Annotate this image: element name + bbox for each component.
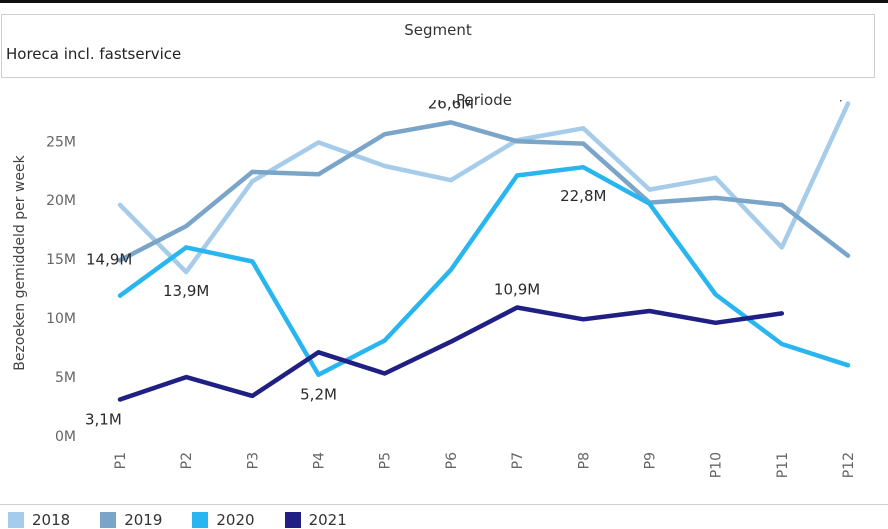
data-label: 28,2M <box>820 100 866 104</box>
legend-item-2018[interactable]: 2018 <box>8 511 70 529</box>
y-tick-label: 20M <box>46 193 76 209</box>
legend-item-2019[interactable]: 2019 <box>100 511 162 529</box>
y-tick-label: 0M <box>55 429 76 445</box>
legend-divider <box>0 504 888 505</box>
data-label: 22,8M <box>560 187 606 205</box>
series-line-2019 <box>117 120 851 263</box>
series-line-2018 <box>117 101 851 275</box>
legend-swatch <box>284 512 301 528</box>
x-tick-label: P6 <box>444 452 460 469</box>
series-line-2021 <box>117 305 785 402</box>
line-chart: Bezoeken gemiddeld per week 0M 5M 10M 15M 20M… <box>12 100 866 478</box>
x-tick-label: P9 <box>642 452 658 469</box>
x-tick-label: P8 <box>576 452 592 469</box>
x-tick-label: P11 <box>775 452 791 478</box>
data-label: 5,2M <box>300 386 337 404</box>
y-tick-label: 5M <box>55 370 76 386</box>
x-tick-label: P5 <box>378 452 394 469</box>
segment-title: Segment <box>404 21 472 39</box>
legend-item-2021[interactable]: 2021 <box>284 511 347 529</box>
x-tick-label: P1 <box>113 452 129 469</box>
y-tick-label: 10M <box>46 311 76 327</box>
data-label: 14,9M <box>86 250 132 268</box>
x-tick-label: P4 <box>312 452 328 469</box>
legend-label: 2021 <box>308 511 347 529</box>
y-axis-title: Bezoeken gemiddeld per week <box>12 154 28 370</box>
top-rule <box>0 0 888 3</box>
data-label: 3,1M <box>85 410 122 428</box>
legend-swatch <box>8 512 24 528</box>
data-label: 13,9M <box>163 282 209 300</box>
legend-item-2020[interactable]: 2020 <box>192 511 255 529</box>
y-tick-label: 25M <box>46 134 76 150</box>
legend-label: 2018 <box>32 511 71 529</box>
series-line-2020 <box>117 164 851 377</box>
x-tick-label: P12 <box>841 452 857 478</box>
legend-label: 2020 <box>216 511 255 529</box>
y-tick-label: 15M <box>46 252 76 268</box>
chart-title: Periode <box>455 91 512 109</box>
legend: 2018 2019 2020 2021 <box>8 511 347 529</box>
segment-slicer[interactable]: Segment Horeca incl. fastservice <box>1 14 875 78</box>
x-tick-label: P7 <box>510 452 526 469</box>
legend-label: 2019 <box>124 511 163 529</box>
segment-value[interactable]: Horeca incl. fastservice <box>6 45 182 63</box>
x-tick-label: P2 <box>179 452 195 469</box>
data-label: 26,6M <box>428 100 474 112</box>
legend-swatch <box>192 512 209 528</box>
data-label: 10,9M <box>494 280 540 298</box>
x-tick-label: P3 <box>245 452 261 469</box>
x-tick-label: P10 <box>709 452 725 478</box>
legend-swatch <box>100 512 117 528</box>
